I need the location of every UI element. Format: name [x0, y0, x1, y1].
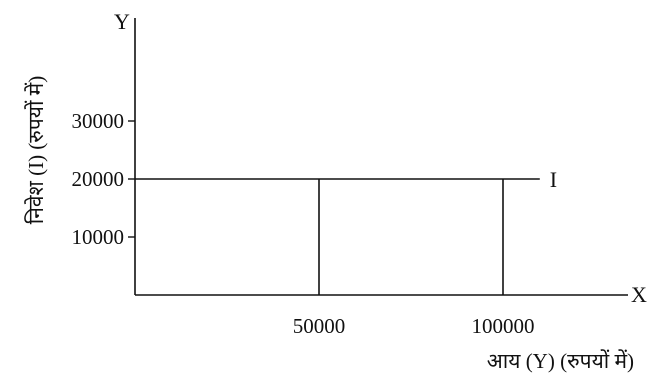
- y-tick-label: 10000: [72, 225, 125, 249]
- x-tick-label: 50000: [293, 314, 346, 338]
- y-ticks: 10000 20000 30000: [72, 109, 135, 249]
- y-tick-label: 30000: [72, 109, 125, 133]
- y-axis-title: निवेश (I) (रुपयों में): [24, 76, 48, 224]
- vertical-lines: [318, 179, 504, 295]
- x-tick-label: 100000: [472, 314, 535, 338]
- axes: [134, 18, 628, 296]
- series-label: I: [550, 167, 557, 192]
- x-axis-letter: X: [631, 282, 647, 307]
- x-axis-title: आय (Y) (रुपयों में): [487, 349, 634, 373]
- y-tick-label: 20000: [72, 167, 125, 191]
- series: I: [135, 167, 557, 192]
- x-ticks: 50000 100000: [293, 314, 535, 338]
- y-axis-letter: Y: [114, 9, 130, 34]
